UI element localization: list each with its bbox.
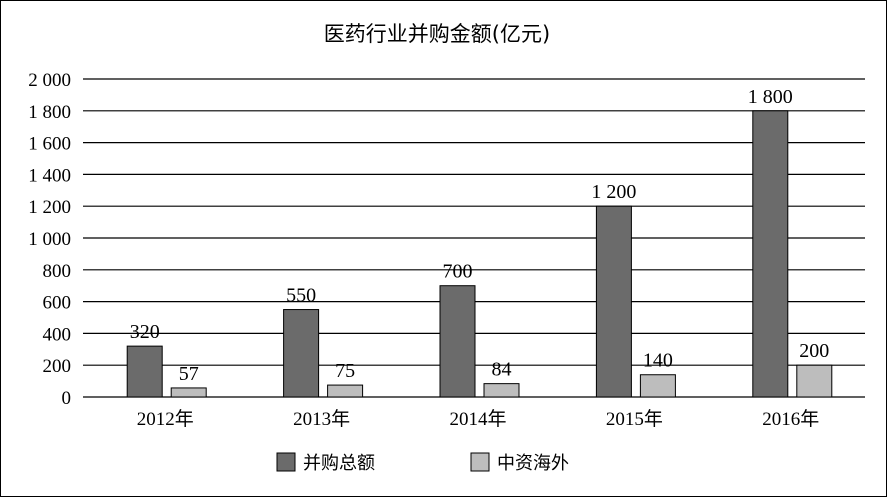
bar-overseas <box>483 383 520 398</box>
y-tick-label: 1 400 <box>28 165 71 186</box>
x-category-label: 2016年 <box>762 408 819 430</box>
y-tick-label: 200 <box>43 356 72 377</box>
y-tick-label: 1 200 <box>28 197 71 218</box>
x-category-label: 2015年 <box>606 408 663 430</box>
x-category-label: 2013年 <box>293 408 350 430</box>
data-label: 1 800 <box>748 86 793 108</box>
legend-swatch <box>470 452 490 472</box>
x-category-label: 2014年 <box>449 408 506 430</box>
legend-label: 中资海外 <box>497 453 569 474</box>
bar-total <box>752 110 789 398</box>
y-tick-label: 1 800 <box>28 102 71 123</box>
bar-overseas <box>639 374 676 398</box>
y-tick-label: 800 <box>43 261 72 282</box>
bar-overseas <box>170 387 207 398</box>
data-label: 57 <box>179 363 199 385</box>
data-label: 700 <box>443 261 473 283</box>
y-tick-label: 1 000 <box>28 229 71 250</box>
x-category-label: 2012年 <box>137 408 194 430</box>
y-axis-ticks: 0 200 400 600 800 1 000 1 200 1 400 1 600 1 800 2 … <box>28 70 71 409</box>
legend: 并购总额 中资海外 <box>276 452 569 474</box>
data-label: 200 <box>799 340 829 362</box>
bar-total <box>283 309 320 398</box>
bar-total <box>439 285 476 398</box>
data-label: 140 <box>643 350 673 372</box>
data-label: 320 <box>130 321 160 343</box>
y-tick-label: 1 600 <box>28 134 71 155</box>
bar-total <box>595 205 632 398</box>
legend-label: 并购总额 <box>303 453 375 474</box>
data-label: 1 200 <box>591 181 636 203</box>
data-label: 75 <box>335 360 355 382</box>
chart-title: 医药行业并购金额(亿元) <box>324 22 550 46</box>
bar-overseas <box>796 364 833 398</box>
x-axis-categories: 2012年 2013年 2014年 2015年 2016年 <box>137 408 820 430</box>
y-tick-label: 600 <box>43 293 72 314</box>
y-tick-label: 400 <box>43 324 72 345</box>
data-label: 84 <box>492 359 512 381</box>
gridlines <box>83 78 865 398</box>
data-labels: 320 57 550 75 700 84 1 200 140 1 800 200 <box>130 86 830 385</box>
bar-total <box>126 345 163 398</box>
legend-swatch <box>276 452 296 472</box>
y-tick-label: 0 <box>62 388 72 409</box>
bar-overseas <box>327 384 364 398</box>
data-label: 550 <box>286 285 316 307</box>
y-tick-label: 2 000 <box>28 70 71 91</box>
bars <box>126 110 833 398</box>
